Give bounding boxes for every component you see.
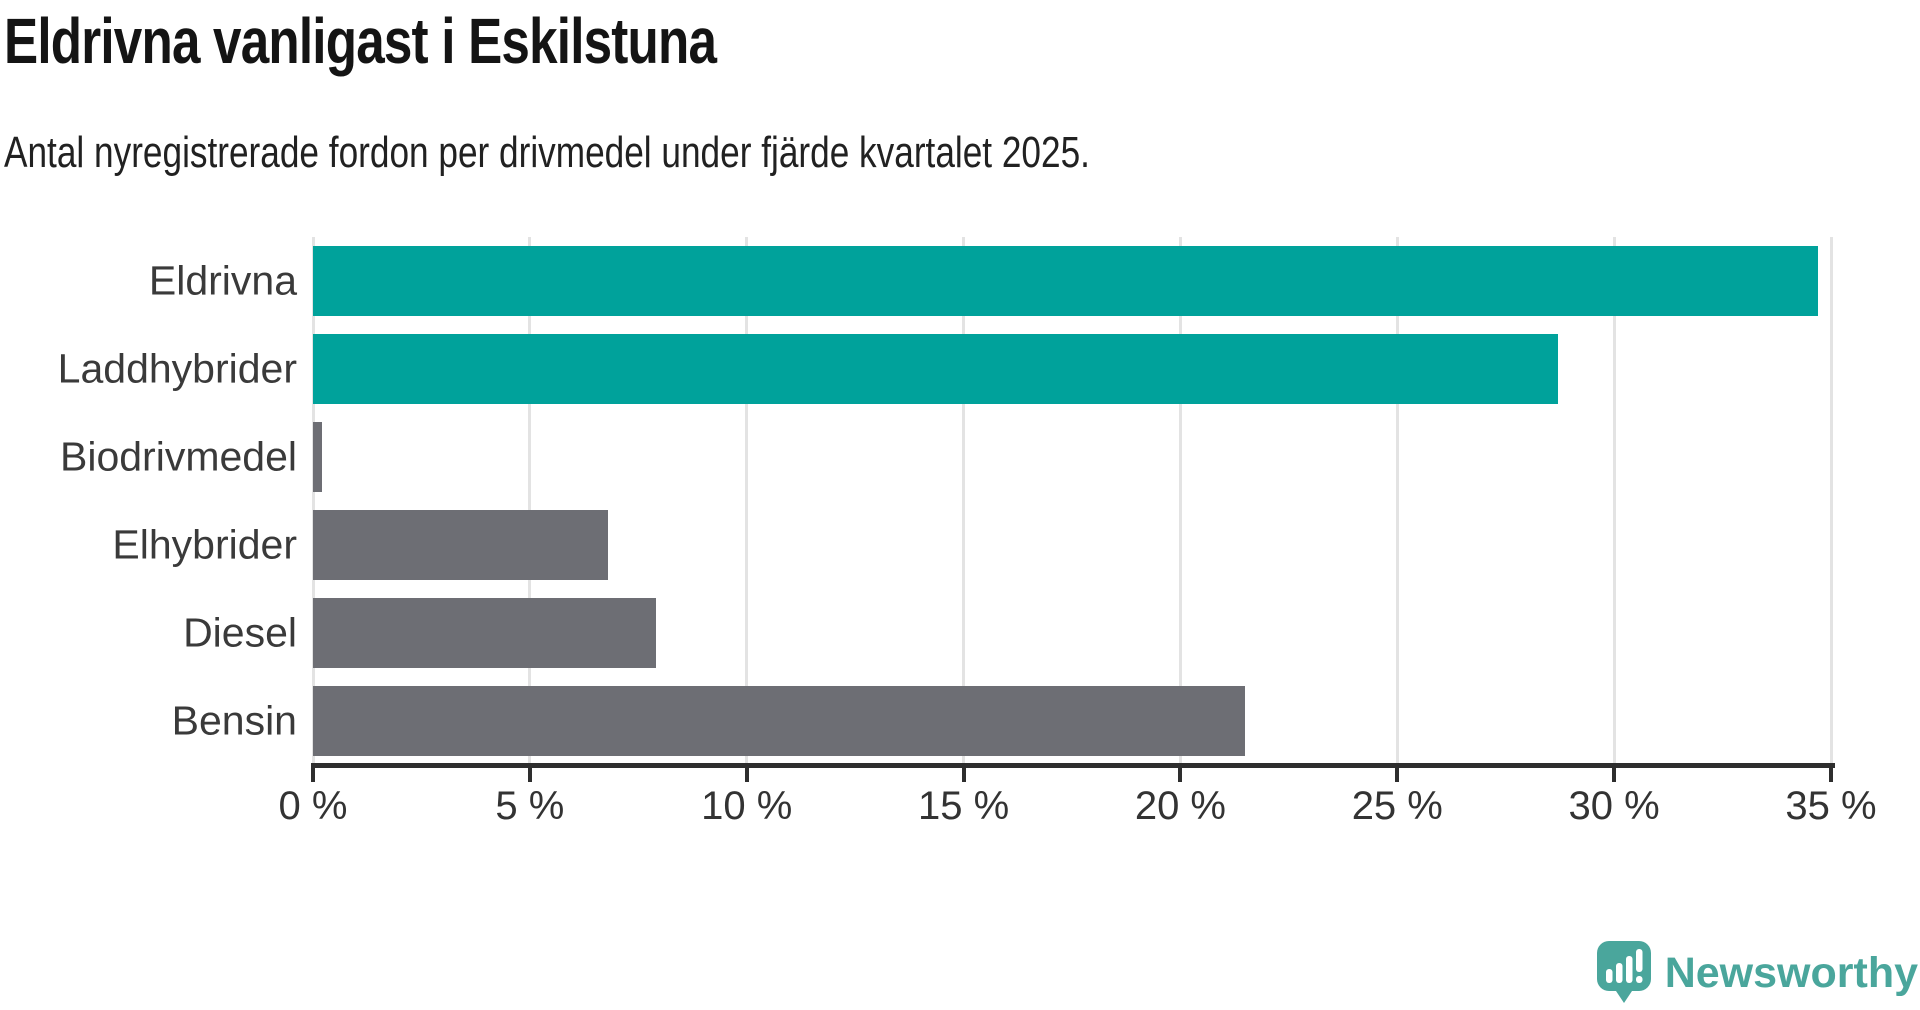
category-label-laddhybrider: Laddhybrider [57, 345, 297, 392]
x-tick-label: 10 % [701, 784, 793, 828]
category-label-biodrivmedel: Biodrivmedel [60, 433, 297, 480]
newsworthy-logo-icon [1596, 941, 1651, 1003]
category-label-elhybrider: Elhybrider [112, 521, 297, 568]
newsworthy-logo-text: Newsworthy [1664, 948, 1918, 997]
x-tick-label: 5 % [495, 784, 565, 828]
category-label-eldrivna: Eldrivna [148, 257, 297, 304]
gridline [1395, 237, 1399, 765]
bar-bensin [313, 686, 1246, 756]
x-tick-label: 20 % [1134, 784, 1226, 828]
gridline [962, 237, 966, 765]
page-title: Eldrivna vanligast i Eskilstuna [4, 5, 717, 77]
x-axis-tick [744, 768, 749, 782]
gridline [311, 237, 315, 765]
x-tick-label: 35 % [1785, 784, 1877, 828]
category-label-diesel: Diesel [183, 609, 297, 656]
bar-eldrivna [313, 246, 1818, 316]
x-axis-tick [527, 768, 532, 782]
x-axis-tick [1612, 768, 1617, 782]
plot-area [311, 237, 1833, 765]
x-tick-label: 15 % [917, 784, 1010, 828]
category-label-bensin: Bensin [171, 697, 297, 744]
page-subtitle: Antal nyregistrerade fordon per drivmede… [4, 128, 1090, 177]
x-axis-tick [1395, 768, 1400, 782]
gridline [1829, 237, 1833, 765]
bar-laddhybrider [313, 334, 1558, 404]
x-axis-tick [1829, 768, 1833, 782]
x-tick-label: 25 % [1351, 784, 1443, 828]
gridline [1178, 237, 1182, 765]
bar-diesel [313, 598, 656, 668]
x-tick-label: 0 % [278, 784, 348, 828]
bar-elhybrider [313, 510, 608, 580]
gridline [745, 237, 749, 765]
gridline [1612, 237, 1616, 765]
x-axis-tick [311, 768, 315, 782]
newsworthy-logo: Newsworthy [1596, 941, 1918, 1005]
x-tick-label: 30 % [1568, 784, 1660, 828]
x-axis-tick [1178, 768, 1183, 782]
bar-biodrivmedel [313, 422, 322, 492]
x-axis-tick [961, 768, 966, 782]
x-axis-line [311, 763, 1835, 768]
gridline [528, 237, 532, 765]
